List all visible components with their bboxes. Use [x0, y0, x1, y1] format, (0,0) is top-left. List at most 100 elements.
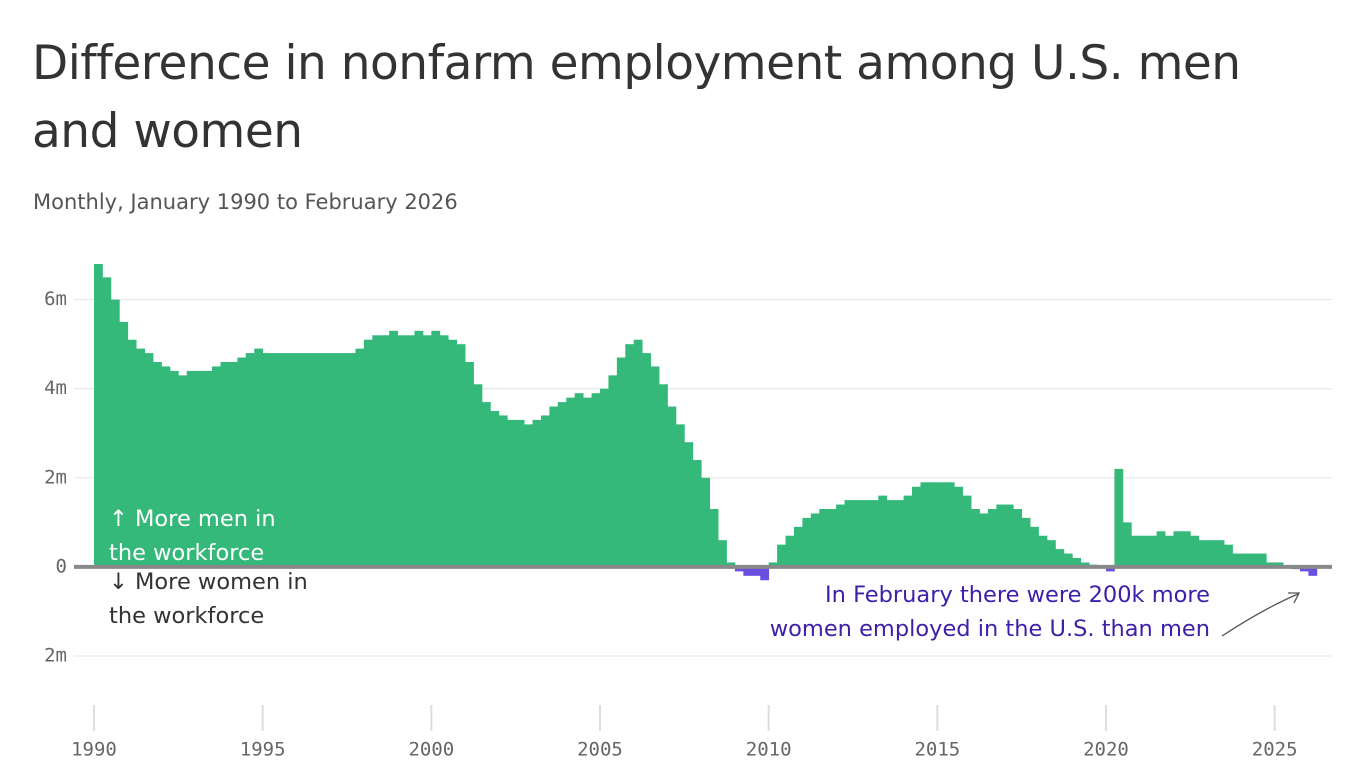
x-tick-label: 2010	[746, 739, 792, 761]
bar	[94, 264, 103, 567]
bar	[633, 339, 643, 567]
bar	[203, 370, 213, 567]
bar	[330, 353, 339, 567]
bar	[355, 348, 365, 567]
bar	[279, 353, 289, 567]
bar	[1308, 566, 1318, 576]
bar	[785, 535, 795, 567]
bar	[110, 299, 120, 567]
bar	[380, 335, 390, 567]
bar	[878, 495, 888, 567]
bar	[1139, 535, 1149, 567]
bar	[1266, 562, 1276, 567]
bar	[1240, 553, 1250, 567]
x-tick-label: 2000	[408, 739, 454, 761]
bar	[465, 362, 474, 567]
bar	[616, 357, 626, 567]
bar	[566, 397, 576, 567]
bar	[1181, 531, 1191, 567]
bar	[1215, 540, 1225, 567]
bar	[793, 526, 803, 567]
bar	[912, 486, 921, 567]
bar	[852, 500, 862, 567]
bar	[431, 330, 441, 567]
bar	[954, 486, 964, 567]
bar	[195, 370, 205, 567]
bar	[481, 402, 491, 567]
bar	[169, 370, 179, 567]
bar	[1063, 553, 1073, 567]
bar	[827, 509, 837, 567]
bar	[540, 415, 550, 567]
bar	[810, 513, 820, 567]
bar	[726, 562, 736, 567]
bar	[895, 500, 904, 567]
bar	[1021, 517, 1031, 567]
bar	[743, 566, 753, 576]
bar	[1165, 535, 1174, 567]
bar	[1114, 468, 1124, 567]
bar	[338, 353, 348, 567]
bar	[962, 495, 972, 567]
y-tick-label: 6m	[44, 288, 67, 310]
bar	[389, 330, 398, 567]
bar	[861, 500, 871, 567]
bar	[802, 517, 812, 567]
bar	[768, 562, 778, 567]
x-tick-label: 1990	[71, 739, 117, 761]
bar	[1198, 540, 1208, 567]
x-tick-label: 2005	[577, 739, 623, 761]
arrow-head	[1288, 592, 1301, 604]
bar	[599, 388, 609, 567]
bar	[709, 509, 719, 567]
bar	[718, 540, 727, 567]
bar	[313, 353, 323, 567]
bar	[507, 419, 517, 567]
x-tick-label: 2015	[914, 739, 960, 761]
bar	[254, 348, 264, 567]
bar	[262, 353, 272, 567]
bar	[971, 509, 980, 567]
bar	[321, 353, 331, 567]
bar	[490, 411, 500, 567]
bar	[1249, 553, 1259, 567]
bar	[397, 335, 407, 567]
bar	[245, 353, 255, 567]
bar	[372, 335, 382, 567]
bar	[574, 393, 584, 567]
bar	[119, 321, 129, 567]
bar	[844, 500, 854, 567]
bar	[1072, 558, 1082, 567]
bar	[228, 362, 238, 567]
bar	[642, 353, 651, 567]
bar	[144, 353, 154, 567]
bar	[153, 362, 162, 567]
bar	[439, 335, 449, 567]
bar	[583, 397, 592, 567]
bar	[1030, 526, 1039, 567]
bar	[1173, 531, 1183, 567]
bar	[1257, 553, 1267, 567]
bar	[136, 348, 145, 567]
bar	[777, 544, 786, 567]
bar	[760, 566, 770, 581]
bar	[751, 566, 761, 576]
x-tick-label: 1995	[240, 739, 286, 761]
bar	[608, 375, 618, 567]
bar	[836, 504, 845, 567]
bar	[1156, 531, 1166, 567]
bar	[650, 366, 660, 567]
bar	[186, 370, 196, 567]
bar	[1122, 522, 1132, 567]
bar	[237, 357, 247, 567]
y-tick-label: 0	[56, 555, 67, 577]
bar	[886, 500, 896, 567]
bar	[903, 495, 913, 567]
bar	[220, 362, 230, 567]
annotation-note: In February there were 200k more women e…	[769, 582, 1210, 642]
bar	[161, 366, 171, 567]
bar	[1148, 535, 1157, 567]
bar	[296, 353, 306, 567]
bar	[212, 366, 221, 567]
